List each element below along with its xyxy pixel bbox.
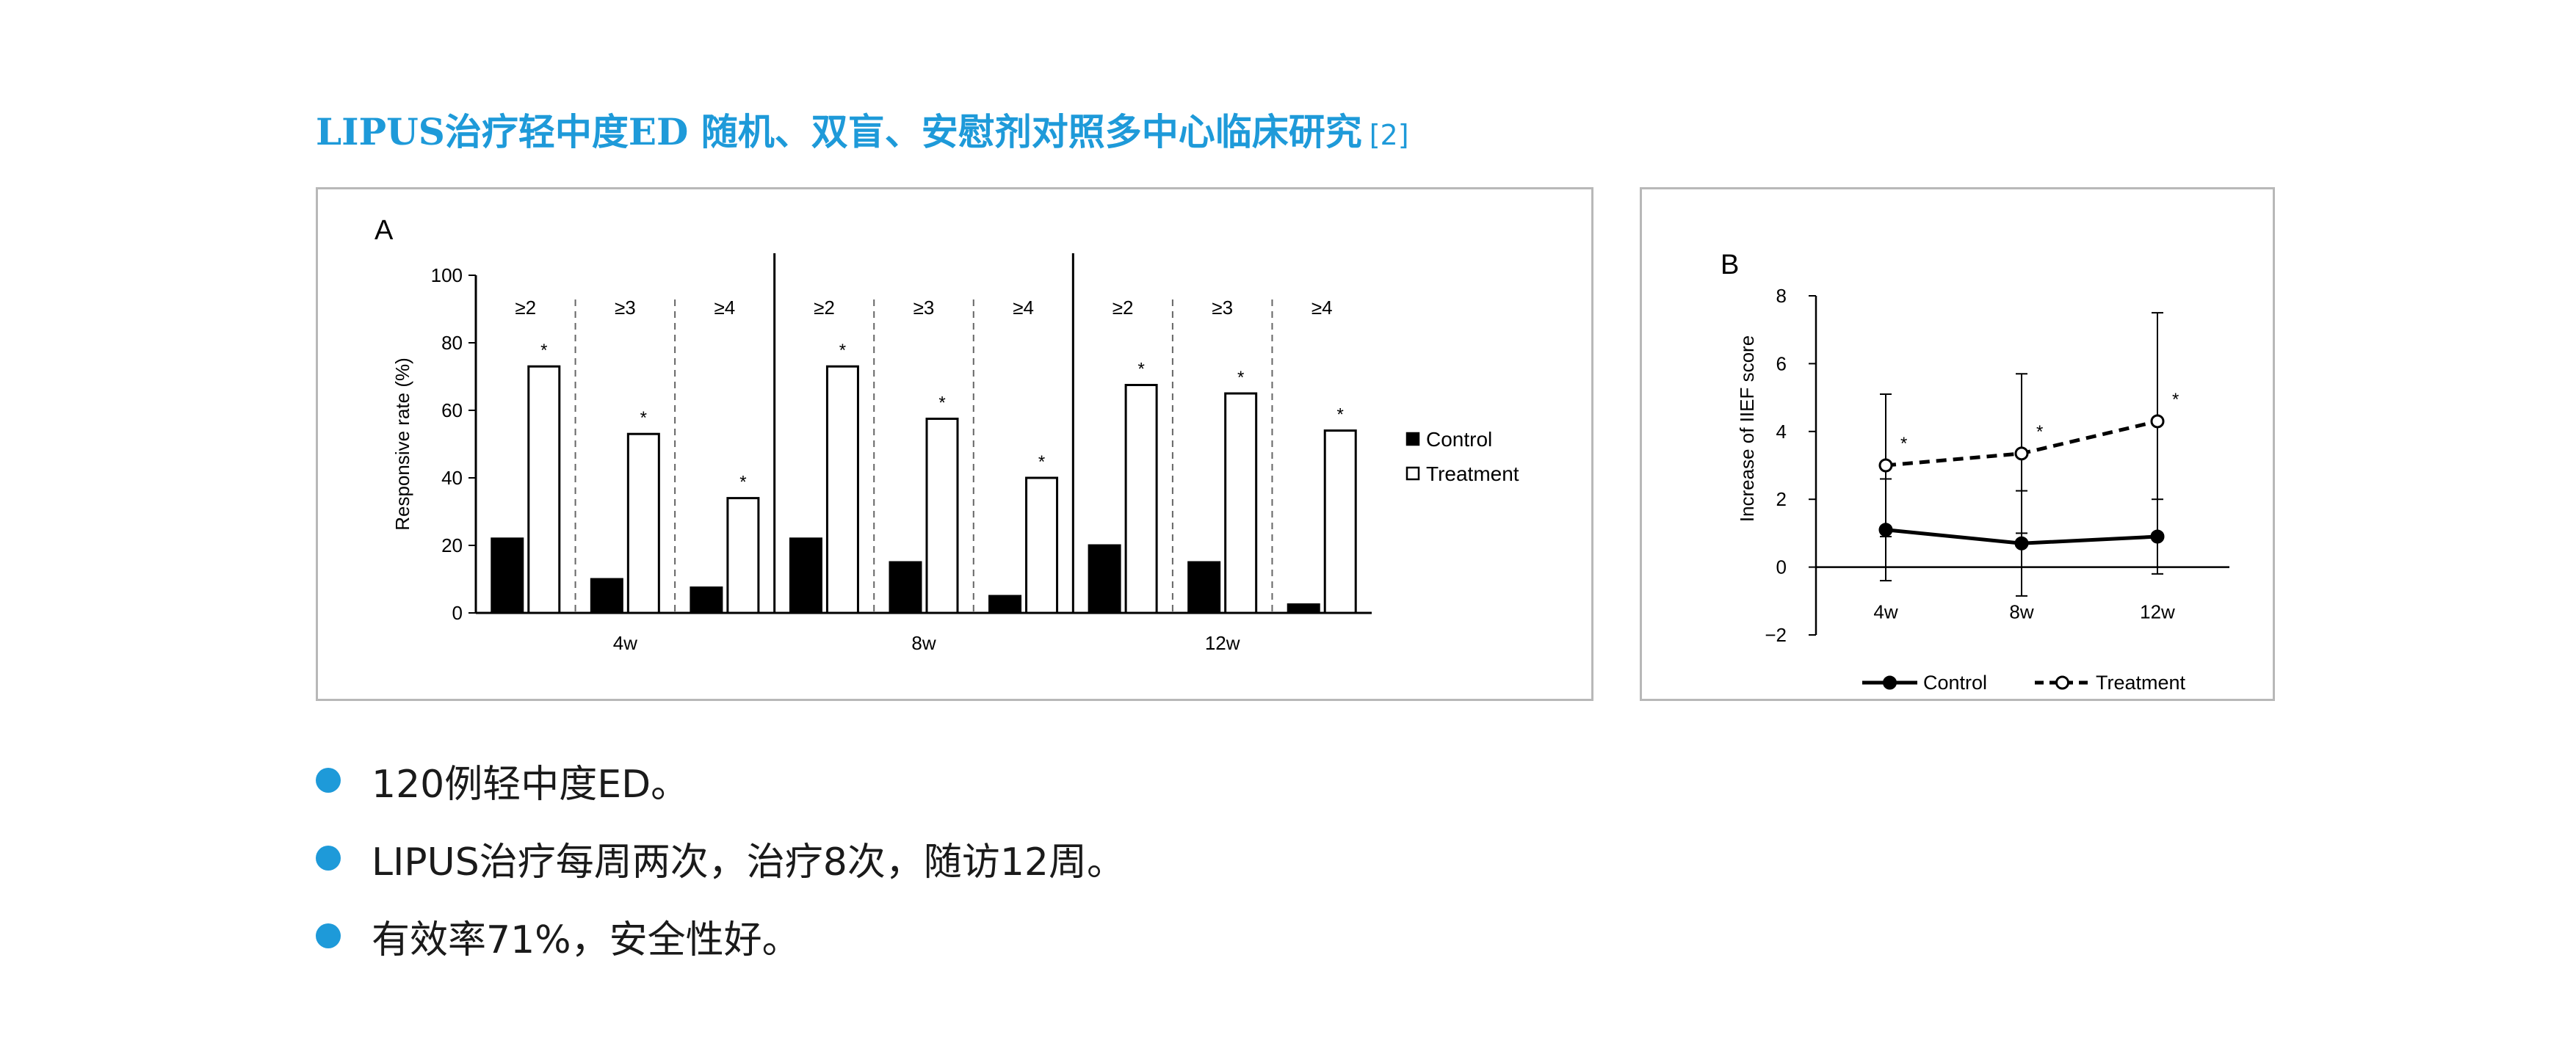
panel-label: B	[1721, 250, 1739, 280]
y-tick-label: 2	[1776, 488, 1787, 510]
bar-control	[1187, 561, 1221, 614]
line-chart-b: B Increase of IIEF score −2 0 2 4 6 8 4w 8w 12w * * *…	[1721, 250, 2229, 694]
y-tick-label: 6	[1776, 352, 1787, 374]
legend-label-control: Control	[1426, 428, 1492, 451]
bar-control	[988, 595, 1022, 614]
y-tick-label: 100	[431, 264, 463, 286]
y-axis-label: Responsive rate (%)	[391, 357, 413, 531]
significance-marker: *	[1900, 434, 1907, 454]
subgroup-label: ≥2	[515, 297, 536, 319]
significance-marker: *	[839, 341, 846, 360]
x-group-label: 8w	[911, 632, 936, 654]
y-tick-label: 80	[441, 332, 463, 354]
bar-treatment	[1323, 429, 1357, 614]
legend-swatch-control	[1405, 432, 1420, 446]
significance-marker: *	[2172, 390, 2179, 410]
x-tick-label: 8w	[2009, 601, 2033, 623]
y-tick-label: 0	[1776, 556, 1787, 578]
significance-marker: *	[938, 393, 945, 413]
subgroup-label: ≥3	[615, 297, 636, 319]
bar-control	[889, 561, 922, 614]
data-point-treatment	[2014, 446, 2029, 461]
y-tick-label: 40	[441, 467, 463, 489]
bar-treatment	[925, 418, 959, 614]
bar-control	[789, 537, 822, 614]
y-tick-label: 0	[452, 602, 463, 624]
bullet-text: 120例轻中度ED。	[372, 762, 690, 807]
bar-treatment	[626, 432, 660, 614]
subgroup-label: ≥4	[1013, 297, 1034, 319]
significance-marker: *	[1337, 405, 1344, 425]
x-group-label: 4w	[613, 632, 637, 654]
bar-treatment	[1124, 384, 1158, 614]
x-tick-label: 4w	[1873, 601, 1897, 623]
bar-treatment	[726, 497, 760, 614]
subgroup-label: ≥4	[714, 297, 736, 319]
significance-marker: *	[1137, 360, 1144, 379]
title-reference: [2]	[1369, 119, 1409, 151]
bullet-dot-icon	[316, 846, 341, 871]
legend-swatch-treatment	[1405, 466, 1420, 481]
bullet-item: 120例轻中度ED。	[316, 741, 1125, 819]
subgroup-label: ≥3	[913, 297, 935, 319]
bullet-item: LIPUS治疗每周两次，治疗8次，随访12周。	[316, 819, 1125, 897]
y-tick-label: 4	[1776, 421, 1787, 443]
bar-control	[590, 578, 623, 614]
data-point-control	[2014, 536, 2029, 551]
x-group-label: 12w	[1205, 632, 1240, 654]
significance-marker: *	[1038, 452, 1045, 472]
bullet-dot-icon	[316, 923, 341, 948]
y-tick-label: 20	[441, 534, 463, 556]
y-tick-label: 8	[1776, 285, 1787, 307]
chart-panel-b: B Increase of IIEF score −2 0 2 4 6 8 4w 8w 12w * * *…	[1640, 187, 2275, 701]
y-tick-label: 60	[441, 399, 463, 421]
significance-marker: *	[640, 408, 647, 428]
bullet-item: 有效率71%，安全性好。	[316, 897, 1125, 975]
chart-panel-a: A Responsive rate (%) 0 20 40 60 80 100 4w ≥2 * ≥3 *…	[316, 187, 1593, 701]
y-axis-label: Increase of IIEF score	[1736, 335, 1758, 522]
bar-control	[491, 537, 524, 614]
legend-label-treatment: Treatment	[2096, 672, 2186, 694]
bar-treatment	[527, 365, 561, 614]
bullet-list: 120例轻中度ED。 LIPUS治疗每周两次，治疗8次，随访12周。 有效率71…	[316, 741, 1125, 975]
bullet-dot-icon	[316, 768, 341, 793]
legend-label-treatment: Treatment	[1426, 462, 1519, 485]
data-point-treatment	[2150, 414, 2165, 429]
data-point-treatment	[1878, 458, 1893, 473]
subgroup-label: ≥2	[1112, 297, 1134, 319]
bar-treatment	[1025, 476, 1059, 614]
bullet-text: 有效率71%，安全性好。	[372, 918, 800, 962]
significance-marker: *	[540, 341, 547, 360]
x-tick-label: 12w	[2140, 601, 2175, 623]
bar-control	[690, 586, 723, 614]
significance-marker: *	[2036, 422, 2043, 442]
bar-treatment	[1224, 392, 1258, 614]
bar-control	[1287, 603, 1320, 614]
legend-marker-control	[1883, 675, 1897, 690]
legend-label-control: Control	[1923, 672, 1987, 694]
bar-chart-a: A Responsive rate (%) 0 20 40 60 80 100 4w ≥2 * ≥3 *…	[375, 215, 1519, 654]
bar-treatment	[825, 365, 859, 614]
y-tick-label: −2	[1765, 624, 1787, 646]
bullet-text: LIPUS治疗每周两次，治疗8次，随访12周。	[372, 840, 1125, 885]
subgroup-label: ≥3	[1212, 297, 1233, 319]
significance-marker: *	[739, 473, 746, 493]
panel-label: A	[375, 215, 394, 246]
subgroup-label: ≥4	[1311, 297, 1333, 319]
page-title-text: LIPUS治疗轻中度ED 随机、双盲、安慰剂对照多中心临床研究	[316, 110, 1362, 153]
subgroup-label: ≥2	[814, 297, 835, 319]
significance-marker: *	[1237, 368, 1244, 388]
page-title: LIPUS治疗轻中度ED 随机、双盲、安慰剂对照多中心临床研究 [2]	[316, 103, 1409, 156]
legend-marker-treatment	[2055, 675, 2069, 690]
bar-control	[1088, 544, 1121, 614]
